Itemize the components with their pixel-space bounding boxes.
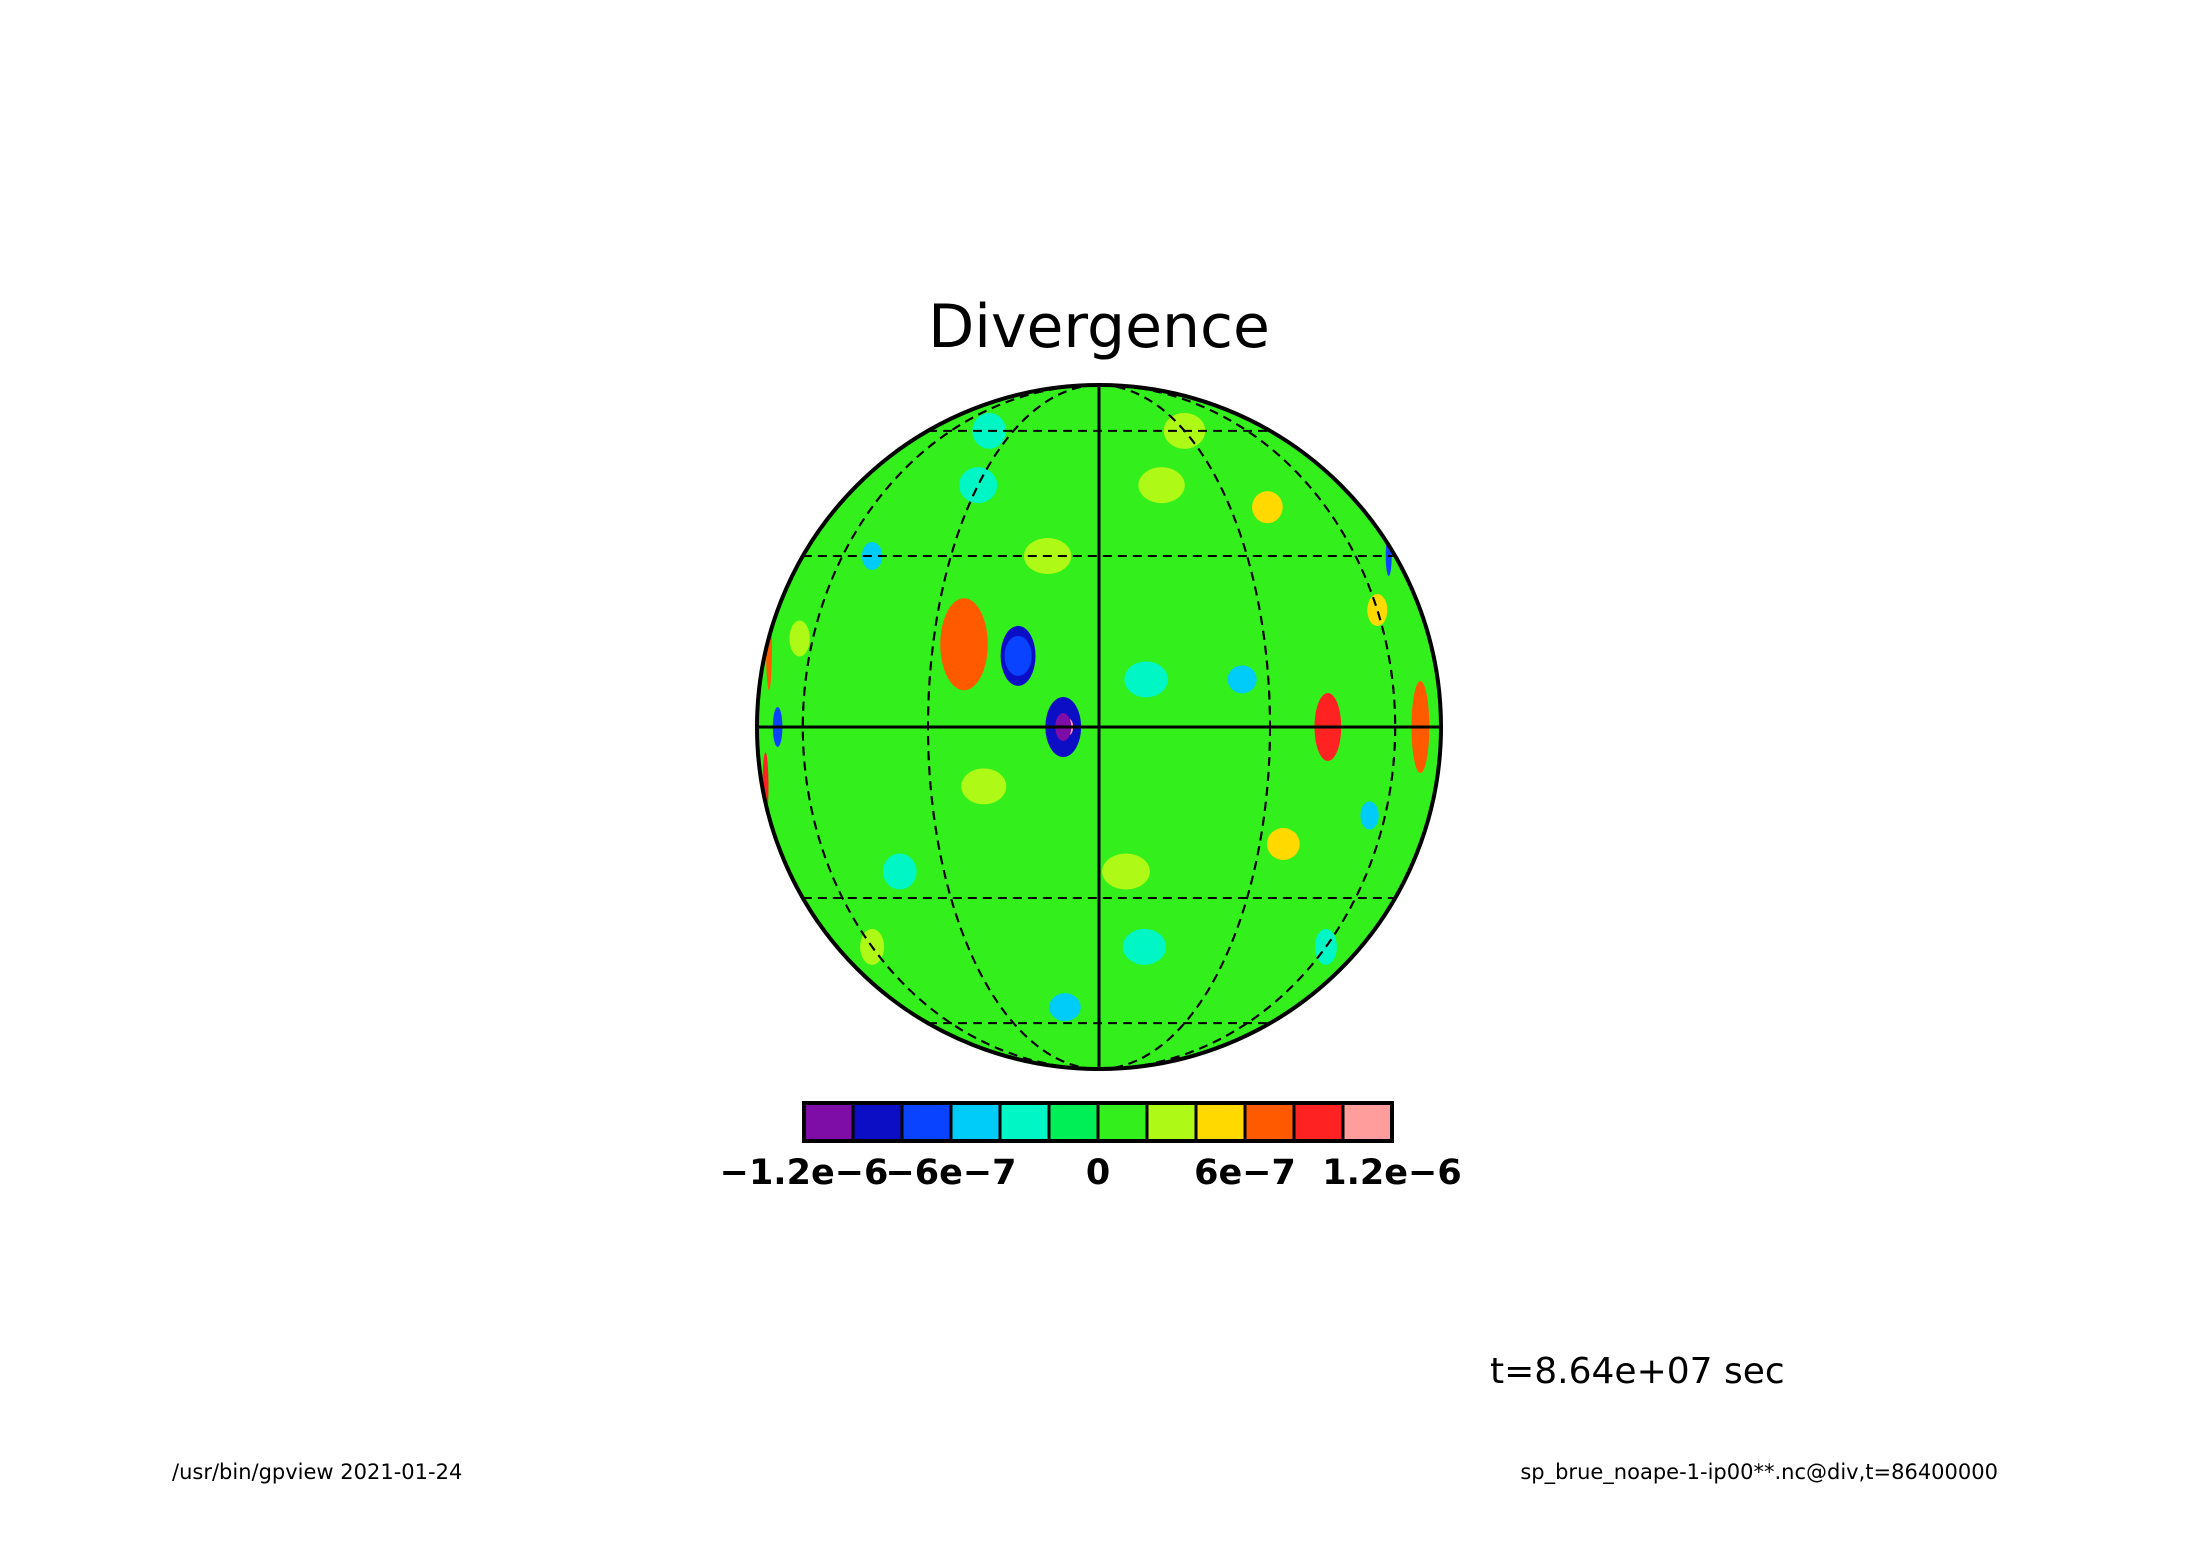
time-label: t=8.64e+07 sec (1490, 1351, 1785, 1392)
footer-left: /usr/bin/gpview 2021-01-24 (172, 1460, 462, 1484)
anomaly-blob (861, 542, 883, 570)
anomaly-blob (1227, 665, 1257, 694)
colorbar: −1.2e−6−6e−7 0 6e−7 1.2e−6 (720, 1101, 1462, 1193)
colorbar-cell (1243, 1101, 1296, 1143)
anomaly-blob (1367, 594, 1388, 627)
anomaly-blob (1049, 993, 1081, 1022)
colorbar-tick-label: 0 (1086, 1153, 1110, 1193)
anomaly-blob (1138, 467, 1185, 504)
colorbar-tick-label: −1.2e−6 (720, 1153, 889, 1193)
colorbar-ticks: −1.2e−6−6e−7 0 6e−7 1.2e−6 (720, 1153, 1462, 1193)
anomaly-blob (1004, 635, 1032, 676)
anomaly-blob (940, 598, 988, 691)
colorbar-cell (1292, 1101, 1345, 1143)
anomaly-blob (1102, 853, 1150, 890)
colorbar-cell (802, 1101, 855, 1143)
anomaly-blob (1360, 801, 1379, 830)
colorbar-cell (1341, 1101, 1394, 1143)
colorbar-tick-label: −6e−7 (885, 1153, 1016, 1193)
colorbar-cells (802, 1101, 1394, 1143)
colorbar-cell (1096, 1101, 1149, 1143)
colorbar-cell (851, 1101, 904, 1143)
anomaly-blob (1266, 827, 1300, 860)
colorbar-tick-label: 1.2e−6 (1322, 1153, 1461, 1193)
anomaly-blob (1124, 661, 1168, 698)
colorbar-cell (1194, 1101, 1247, 1143)
colorbar-cell (998, 1101, 1051, 1143)
globe-outline (755, 383, 1443, 1071)
anomaly-blob (789, 620, 810, 657)
anomaly-blob (961, 768, 1007, 805)
colorbar-cell (1145, 1101, 1198, 1143)
anomaly-blob (1122, 928, 1167, 965)
footer-right: sp_brue_noape-1-ip00**.nc@div,t=86400000 (1520, 1460, 1998, 1485)
colorbar-cell (1047, 1101, 1100, 1143)
colorbar-cell (900, 1101, 953, 1143)
colorbar-frame (802, 1101, 1394, 1143)
plot-title: Divergence (928, 292, 1270, 362)
anomaly-blob (1314, 928, 1337, 965)
anomaly-blob (882, 853, 917, 890)
anomaly-blob (959, 467, 998, 504)
colorbar-cell (949, 1101, 1002, 1143)
anomaly-blob (1252, 491, 1283, 524)
colorbar-tick-label: 6e−7 (1194, 1153, 1296, 1193)
globe (755, 383, 1443, 1071)
